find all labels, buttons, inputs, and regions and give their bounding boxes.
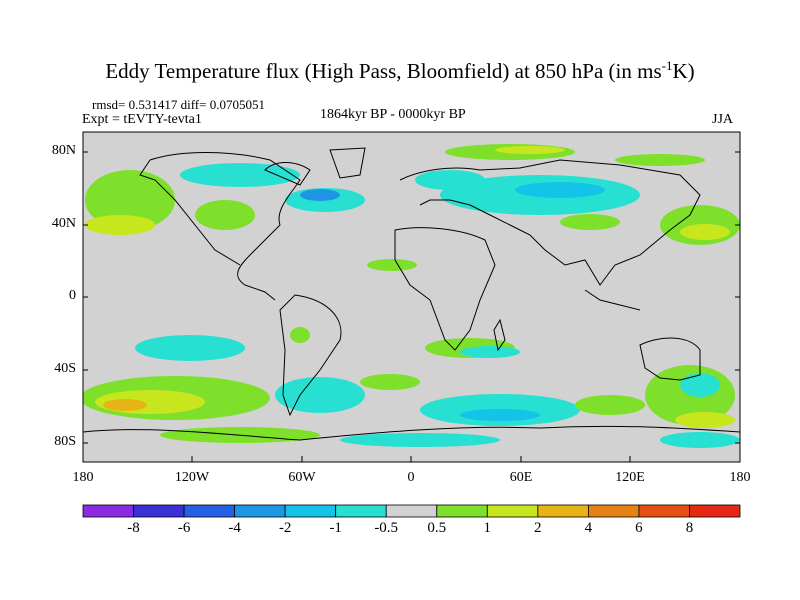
contour-patch	[460, 346, 520, 358]
lon-label-180w: 180	[72, 470, 94, 485]
colorbar-label: 8	[685, 520, 694, 536]
map-title: Eddy Temperature flux (High Pass, Bloomf…	[105, 58, 695, 83]
colorbar-label: -1	[329, 520, 342, 536]
colorbar-label: 1	[483, 520, 492, 536]
colorbar-label: 4	[584, 520, 593, 536]
contour-patch	[290, 327, 310, 343]
flux-contours	[83, 144, 740, 448]
south-america-coast	[279, 294, 342, 417]
lon-label-180e: 180	[729, 470, 751, 485]
madagascar-coast	[493, 318, 506, 352]
contour-patch	[360, 374, 420, 390]
colorbar-label: -2	[278, 520, 292, 536]
hudson-bay-coast	[264, 162, 311, 186]
period-label: 1864kyr BP - 0000kyr BP	[320, 107, 466, 122]
contour-patch	[85, 170, 175, 230]
lat-label-40s: 40S	[54, 361, 76, 376]
latitude-ticks	[83, 151, 740, 444]
maritime-continent-coast	[584, 289, 641, 311]
rmsd-label: rmsd= 0.531417 diff= 0.0705051	[92, 97, 265, 112]
colorbar-swatch	[486, 504, 539, 518]
contour-patch	[340, 433, 500, 447]
contour-patch	[367, 259, 417, 271]
lon-label-120w: 120W	[174, 470, 210, 485]
contour-patch	[615, 154, 705, 166]
contour-patch	[85, 215, 155, 235]
contour-patch	[680, 373, 720, 397]
contour-patch	[180, 163, 300, 187]
longitude-ticks	[82, 456, 741, 462]
contour-patch	[103, 399, 147, 411]
colorbar-label: 6	[635, 520, 643, 536]
colorbar-label: -6	[177, 520, 191, 536]
contour-patch	[560, 214, 620, 230]
colorbar	[82, 504, 741, 518]
contour-patch	[275, 377, 365, 413]
lon-label-120e: 120E	[615, 470, 645, 485]
colorbar-label: -0.5	[374, 520, 399, 536]
contour-patch	[495, 146, 565, 154]
lat-label-80n: 80N	[51, 143, 76, 158]
colorbar-swatch	[234, 504, 286, 518]
north-america-west-coast	[139, 159, 241, 266]
africa-coast	[394, 227, 496, 351]
lon-label-60e: 60E	[509, 470, 533, 485]
lat-label-0: 0	[69, 288, 76, 303]
contour-patch	[300, 189, 340, 201]
colorbar-swatch	[183, 504, 236, 518]
colorbar-swatch	[335, 504, 387, 518]
contour-patch	[415, 170, 485, 190]
coastlines	[83, 147, 740, 441]
australia-coast	[639, 337, 701, 381]
contour-patch	[515, 182, 605, 198]
colorbar-swatch	[284, 504, 337, 518]
colorbar-swatch	[436, 504, 488, 518]
lat-label-40n: 40N	[51, 216, 76, 231]
colorbar-swatch	[638, 504, 690, 518]
lon-label-0: 0	[407, 470, 415, 485]
eurasia-coast	[399, 159, 701, 286]
lat-label-80s: 80S	[54, 434, 76, 449]
colorbar-swatch	[689, 504, 741, 518]
colorbar-label: -4	[228, 520, 241, 536]
contour-patch	[680, 224, 730, 240]
greenland-coast	[329, 147, 366, 179]
antarctica-coast	[83, 425, 740, 441]
contour-patch	[660, 432, 740, 448]
experiment-label: Expt = tEVTY-tevta1	[82, 112, 202, 127]
colorbar-swatch	[385, 504, 438, 518]
colorbar-label: 0.5	[427, 520, 447, 536]
colorbar-label: -8	[127, 520, 140, 536]
colorbar-swatch	[587, 504, 640, 518]
colorbar-swatch	[133, 504, 185, 518]
colorbar-swatch	[82, 504, 134, 518]
contour-patch	[195, 200, 255, 230]
colorbar-swatch	[537, 504, 589, 518]
season-label: JJA	[712, 112, 734, 127]
contour-patch	[135, 335, 245, 361]
contour-patch	[575, 395, 645, 415]
contour-patch	[460, 409, 540, 421]
lon-label-60w: 60W	[288, 470, 316, 485]
north-america-coast	[149, 152, 301, 301]
colorbar-label: 2	[534, 520, 542, 536]
contour-patch	[675, 412, 735, 428]
